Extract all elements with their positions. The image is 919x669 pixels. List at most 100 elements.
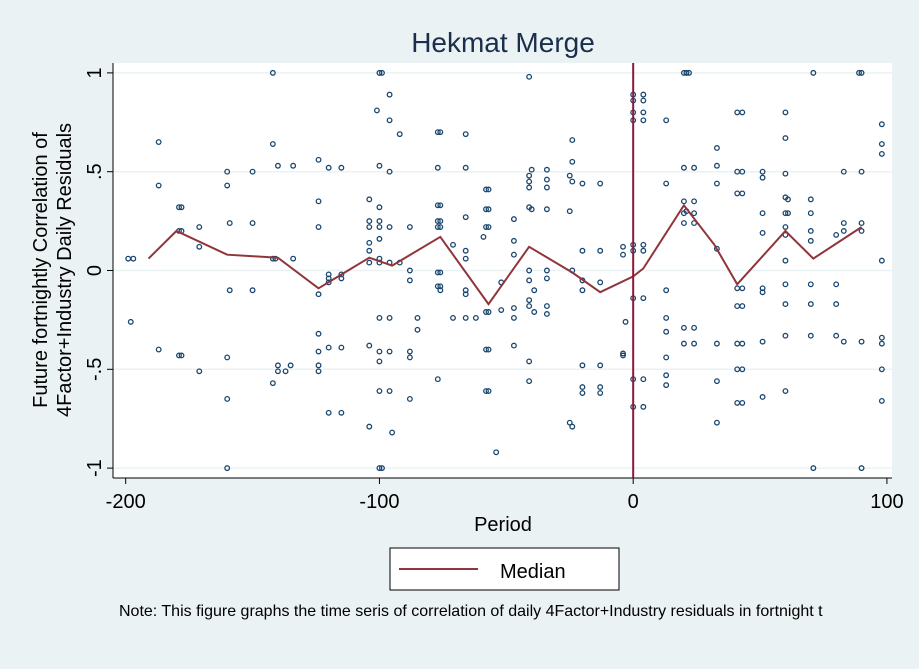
scatter-point	[127, 318, 134, 325]
scatter-point	[376, 314, 383, 321]
scatter-point	[543, 303, 550, 310]
scatter-point	[386, 388, 393, 394]
scatter-points	[125, 69, 885, 472]
scatter-point	[782, 301, 789, 308]
scatter-point	[543, 166, 550, 173]
scatter-point	[807, 237, 814, 244]
scatter-point	[437, 269, 444, 276]
scatter-point	[376, 69, 383, 76]
scatter-point	[782, 257, 789, 264]
scatter-point	[510, 237, 517, 244]
scatter-point	[579, 384, 586, 391]
scatter-point	[483, 224, 489, 230]
scatter-point	[485, 388, 492, 394]
scatter-point	[462, 291, 469, 298]
scatter-point	[269, 255, 276, 262]
scatter-point	[526, 184, 533, 191]
scatter-point	[269, 141, 276, 147]
scatter-point	[878, 121, 885, 128]
scatter-point	[878, 340, 885, 347]
median-line	[147, 203, 863, 306]
scatter-point	[406, 267, 413, 274]
scatter-point	[840, 338, 847, 345]
scatter-point	[663, 382, 670, 389]
scatter-point	[315, 291, 322, 298]
scatter-point	[691, 198, 698, 205]
scatter-point	[739, 190, 746, 197]
scatter-point	[510, 216, 517, 223]
scatter-point	[437, 202, 444, 209]
x-tick-label: -100	[359, 491, 399, 513]
scatter-point	[840, 220, 847, 227]
scatter-point	[759, 394, 766, 400]
scatter-point	[274, 368, 281, 375]
scatter-point	[434, 376, 441, 383]
scatter-point	[807, 210, 814, 217]
scatter-point	[579, 180, 586, 187]
scatter-point	[691, 340, 698, 347]
legend-label-median: Median	[500, 561, 566, 583]
scatter-point	[597, 362, 604, 369]
figure-note: Note: This figure graphs the time seris …	[119, 603, 823, 620]
scatter-point	[858, 220, 865, 227]
scatter-point	[663, 117, 670, 124]
scatter-point	[437, 224, 444, 230]
scatter-point	[178, 204, 185, 211]
scatter-point	[379, 465, 385, 472]
scatter-point	[325, 409, 332, 416]
scatter-point	[315, 362, 322, 369]
scatter-point	[462, 214, 469, 221]
scatter-point	[315, 198, 322, 205]
scatter-point	[376, 218, 383, 225]
scatter-point	[196, 368, 203, 375]
scatter-point	[406, 396, 413, 402]
scatter-point	[325, 279, 332, 286]
scatter-point	[759, 174, 766, 181]
scatter-point	[480, 233, 487, 240]
scatter-point	[155, 346, 162, 353]
scatter-point	[379, 69, 385, 76]
scatter-point	[483, 309, 489, 315]
scatter-point	[376, 224, 383, 230]
scatter-point	[878, 366, 885, 373]
scatter-point	[462, 131, 469, 138]
scatter-point	[249, 220, 256, 227]
scatter-point	[290, 255, 297, 262]
scatter-point	[878, 141, 885, 147]
scatter-point	[543, 184, 550, 191]
scatter-point	[386, 314, 393, 321]
scatter-point	[366, 342, 373, 349]
scatter-point	[531, 287, 538, 294]
scatter-point	[640, 91, 647, 98]
scatter-point	[833, 231, 840, 238]
scatter-point	[338, 164, 345, 171]
y-axis-label-line-1: Future fortnightly Correlation of	[30, 132, 52, 408]
scatter-point	[376, 388, 383, 394]
scatter-point	[878, 257, 885, 264]
scatter-point	[338, 275, 345, 282]
x-tick-label: -200	[106, 491, 146, 513]
scatter-point	[434, 129, 441, 136]
scatter-point	[528, 166, 535, 173]
scatter-point	[366, 218, 373, 225]
scatter-point	[680, 164, 687, 171]
scatter-point	[226, 220, 233, 227]
scatter-point	[531, 309, 538, 315]
scatter-point	[858, 465, 865, 472]
scatter-point	[878, 397, 885, 404]
scatter-point	[833, 332, 840, 339]
scatter-point	[176, 352, 182, 359]
scatter-point	[782, 388, 789, 394]
y-tick-label: 1	[84, 67, 106, 78]
scatter-point	[176, 204, 182, 211]
scatter-point	[376, 465, 383, 472]
scatter-point	[434, 202, 441, 209]
scatter-point	[713, 162, 720, 169]
scatter-point	[249, 168, 256, 175]
scatter-point	[315, 330, 322, 337]
scatter-point	[434, 218, 441, 225]
scatter-point	[130, 255, 137, 262]
scatter-point	[569, 137, 576, 144]
scatter-point	[543, 176, 550, 183]
scatter-point	[434, 269, 441, 276]
